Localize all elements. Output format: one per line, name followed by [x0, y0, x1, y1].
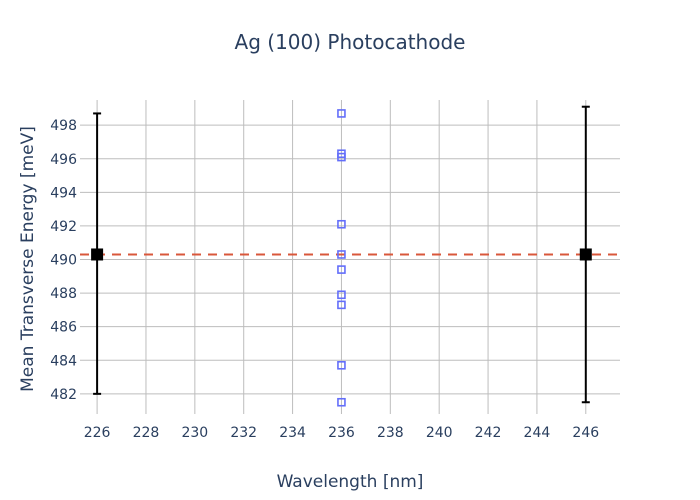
- x-tick-label: 230: [181, 425, 208, 441]
- y-axis-title: Mean Transverse Energy [meV]: [18, 126, 38, 392]
- y-tick-label: 494: [50, 185, 77, 201]
- x-tick-label: 236: [328, 425, 355, 441]
- y-tick-label: 498: [50, 118, 77, 134]
- open-square-marker: [337, 290, 346, 300]
- open-square-marker: [337, 152, 346, 162]
- x-tick-label: 226: [84, 425, 111, 441]
- grid: [80, 100, 620, 414]
- open-square-marker: [337, 250, 346, 259]
- data-points: [91, 109, 592, 407]
- open-square-marker: [337, 361, 346, 370]
- y-tick-label: 486: [50, 320, 77, 336]
- x-tick-label: 244: [524, 425, 551, 441]
- open-square-marker: [337, 219, 346, 229]
- y-tick-label: 484: [50, 353, 77, 369]
- x-tick-label: 240: [426, 425, 453, 441]
- x-tick-label: 228: [133, 425, 160, 441]
- y-tick-label: 492: [50, 219, 77, 235]
- open-square-marker: [337, 265, 346, 274]
- x-tick-labels: 226 228 230 232 234 236 238 240 242 244 246: [84, 425, 600, 441]
- y-tick-label: 490: [50, 253, 77, 269]
- y-tick-label: 488: [50, 286, 77, 302]
- y-tick-label: 482: [50, 387, 77, 403]
- x-tick-label: 238: [377, 425, 404, 441]
- x-tick-label: 246: [572, 425, 599, 441]
- chart-title: Ag (100) Photocathode: [235, 30, 466, 54]
- x-axis-title: Wavelength [nm]: [277, 472, 424, 492]
- y-tick-label: 496: [50, 152, 77, 168]
- x-tick-label: 234: [279, 425, 306, 441]
- x-tick-label: 232: [230, 425, 257, 441]
- open-square-marker: [337, 109, 346, 118]
- filled-square-marker: [91, 248, 104, 261]
- filled-square-marker: [579, 248, 592, 261]
- x-tick-label: 242: [475, 425, 502, 441]
- open-square-marker: [337, 397, 346, 407]
- open-square-marker: [337, 300, 346, 310]
- y-tick-labels: 482 484 486 488 490 492 494 496 498: [50, 118, 77, 403]
